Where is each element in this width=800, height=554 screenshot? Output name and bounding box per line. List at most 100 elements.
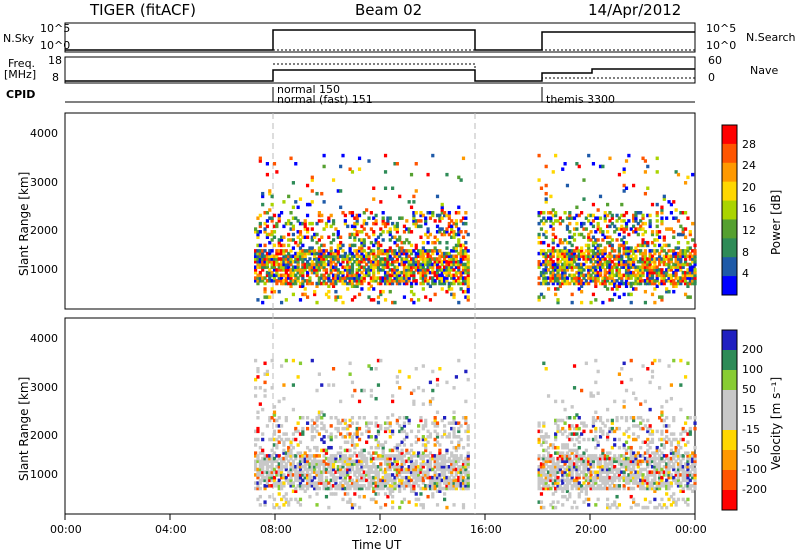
range-gate-cell bbox=[433, 465, 437, 469]
range-gate-cell bbox=[421, 213, 425, 218]
range-gate-cell bbox=[287, 260, 291, 264]
range-gate-cell bbox=[676, 172, 681, 177]
range-gate-cell bbox=[660, 443, 664, 447]
range-gate-cell bbox=[445, 230, 449, 234]
range-gate-cell bbox=[643, 221, 648, 226]
range-gate-cell bbox=[461, 459, 466, 464]
range-gate-cell bbox=[279, 437, 284, 442]
range-gate-cell bbox=[650, 470, 655, 474]
range-gate-cell bbox=[258, 465, 262, 469]
range-gate-cell bbox=[277, 486, 281, 491]
range-gate-cell bbox=[610, 268, 614, 272]
range-gate-cell bbox=[339, 295, 343, 299]
range-gate-cell bbox=[279, 497, 284, 502]
range-gate-cell bbox=[284, 221, 288, 226]
range-gate-cell bbox=[577, 249, 581, 253]
range-gate-cell bbox=[400, 456, 404, 461]
range-gate-cell bbox=[544, 456, 548, 461]
range-gate-cell bbox=[615, 279, 619, 283]
range-gate-cell bbox=[369, 478, 373, 483]
range-gate-cell bbox=[405, 451, 409, 455]
range-gate-cell bbox=[650, 270, 655, 275]
range-gate-cell bbox=[648, 426, 652, 431]
range-gate-cell bbox=[693, 462, 697, 466]
range-gate-cell bbox=[598, 281, 603, 286]
range-gate-cell bbox=[402, 462, 407, 466]
range-gate-cell bbox=[277, 238, 281, 242]
range-gate-cell bbox=[648, 262, 652, 267]
range-gate-cell bbox=[428, 399, 433, 404]
range-gate-cell bbox=[329, 462, 333, 466]
range-gate-cell bbox=[662, 254, 666, 259]
radar-title: TIGER (fitACF) bbox=[90, 1, 197, 19]
range-gate-cell bbox=[643, 424, 648, 428]
range-gate-cell bbox=[386, 465, 390, 469]
range-gate-cell bbox=[303, 265, 307, 269]
range-gate-cell bbox=[381, 230, 385, 234]
range-gate-cell bbox=[461, 243, 466, 248]
range-gate-cell bbox=[667, 279, 671, 283]
range-gate-cell bbox=[546, 211, 551, 215]
range-gate-cell bbox=[561, 399, 565, 404]
range-gate-cell bbox=[632, 281, 636, 286]
range-gate-cell bbox=[289, 156, 293, 161]
range-gate-cell bbox=[667, 262, 671, 267]
velocity-colorbar-segment bbox=[722, 410, 737, 431]
range-gate-cell bbox=[454, 260, 459, 264]
range-gate-cell bbox=[584, 478, 588, 483]
range-gate-cell bbox=[539, 462, 544, 466]
range-gate-cell bbox=[287, 238, 291, 242]
range-gate-cell bbox=[620, 202, 624, 207]
range-gate-cell bbox=[450, 421, 454, 425]
range-gate-cell bbox=[287, 459, 291, 464]
range-gate-cell bbox=[650, 361, 655, 366]
range-gate-cell bbox=[445, 289, 449, 294]
range-gate-cell bbox=[665, 216, 669, 220]
range-gate-cell bbox=[681, 475, 685, 480]
range-gate-cell bbox=[353, 221, 357, 226]
range-gate-cell bbox=[556, 260, 560, 264]
range-gate-cell bbox=[632, 257, 636, 261]
range-gate-cell bbox=[334, 279, 338, 283]
range-gate-cell bbox=[346, 484, 350, 488]
range-gate-cell bbox=[346, 281, 350, 286]
range-gate-cell bbox=[686, 503, 690, 507]
range-gate-cell bbox=[584, 497, 588, 502]
range-gate-cell bbox=[561, 454, 565, 458]
range-gate-cell bbox=[324, 262, 329, 267]
range-gate-cell bbox=[343, 268, 347, 272]
range-gate-cell bbox=[580, 489, 584, 493]
range-gate-cell bbox=[570, 292, 574, 297]
range-gate-cell bbox=[443, 467, 447, 472]
range-gate-cell bbox=[580, 456, 584, 461]
range-gate-cell bbox=[327, 295, 331, 299]
range-gate-cell bbox=[305, 260, 310, 264]
freq-panel-frame bbox=[64, 56, 696, 84]
range-gate-cell bbox=[452, 295, 456, 299]
range-gate-cell bbox=[355, 459, 359, 464]
range-gate-cell bbox=[639, 265, 643, 269]
range-gate-cell bbox=[447, 211, 451, 215]
range-gate-cell bbox=[445, 484, 449, 488]
range-gate-cell bbox=[563, 279, 567, 283]
range-gate-cell bbox=[386, 416, 390, 420]
range-gate-cell bbox=[627, 481, 631, 485]
range-gate-cell bbox=[674, 260, 678, 264]
range-gate-cell bbox=[454, 232, 459, 237]
range-gate-cell bbox=[450, 268, 454, 272]
range-gate-cell bbox=[683, 270, 688, 275]
range-gate-cell bbox=[282, 484, 286, 488]
range-gate-cell bbox=[452, 281, 456, 286]
range-gate-cell bbox=[558, 470, 562, 474]
range-gate-cell bbox=[409, 243, 414, 248]
range-gate-cell bbox=[613, 257, 617, 261]
range-gate-cell bbox=[296, 279, 300, 283]
range-gate-cell bbox=[376, 270, 381, 275]
range-gate-cell bbox=[287, 276, 291, 280]
range-gate-cell bbox=[355, 281, 359, 286]
range-gate-cell bbox=[272, 481, 277, 485]
range-gate-cell bbox=[431, 456, 435, 461]
range-gate-cell bbox=[542, 473, 546, 477]
range-gate-cell bbox=[268, 279, 272, 283]
range-gate-cell bbox=[393, 478, 397, 483]
